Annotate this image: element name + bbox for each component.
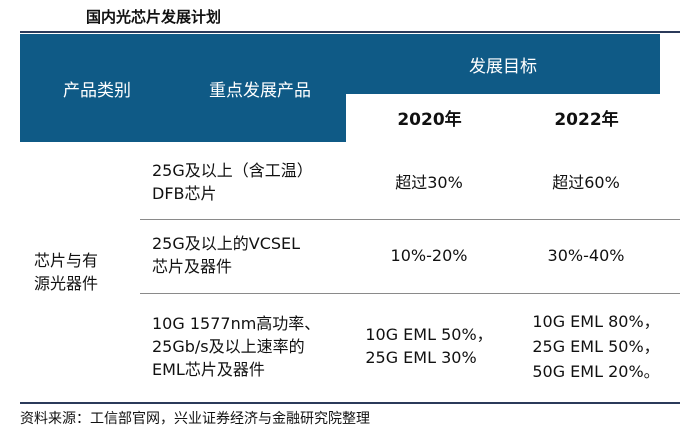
product-line: 10G 1577nm高功率、 [152,313,321,333]
header-year-2022: 2022年 [513,94,660,141]
row-divider [140,293,680,294]
header-product: 重点发展产品 [174,34,346,142]
source-note: 资料来源：工信部官网，兴业证券经济与金融研究院整理 [20,411,370,427]
product-line: 25Gb/s及以上速率的 [152,336,305,356]
target-value: 超过30% [395,172,463,192]
product-line: 芯片及器件 [152,257,233,276]
bottom-rule [20,402,680,404]
product-line: 25G及以上的VCSEL [152,234,301,253]
target-value: 30%-40% [547,245,625,265]
row-divider [140,219,680,220]
category-line: 源光器件 [34,274,99,293]
row-2-2022-target: 30%-40% [512,222,660,288]
header-target: 发展目标 [346,34,660,94]
row-1-2022-target: 超过60% [512,150,660,214]
row-3-2020-target: 10G EML 50%， 25G EML 30% [346,296,512,396]
header-year-2020: 2020年 [347,94,512,141]
category-line: 芯片与有 [34,251,99,270]
row-2-2020-target: 10%-20% [346,222,512,288]
header-divider [512,94,513,142]
row-3-2022-target: 10G EML 80%， 25G EML 50%， 50G EML 20%。 [512,296,680,396]
top-rule [20,31,680,33]
row-1-2020-target: 超过30% [346,150,512,214]
row-1-product: 25G及以上（含工温） DFB芯片 [140,150,346,214]
target-value: 超过60% [552,172,620,192]
target-line: 10G EML 80%， [532,311,660,331]
page-title: 国内光芯片发展计划 [86,8,222,26]
product-line: DFB芯片 [152,184,217,203]
target-line: 25G EML 50%， [532,336,660,356]
category-cell: 芯片与有 源光器件 [20,150,174,394]
row-2-product: 25G及以上的VCSEL 芯片及器件 [140,222,346,288]
target-line: 50G EML 20%。 [532,361,660,381]
target-line: 10G EML 50%， [365,325,493,344]
header-divider [346,94,347,142]
row-3-product: 10G 1577nm高功率、 25Gb/s及以上速率的 EML芯片及器件 [140,296,346,396]
header-category: 产品类别 [20,34,174,142]
target-value: 10%-20% [390,245,468,265]
product-line: 25G及以上（含工温） [152,161,313,180]
product-line: EML芯片及器件 [152,359,265,379]
target-line: 25G EML 30% [365,348,477,367]
